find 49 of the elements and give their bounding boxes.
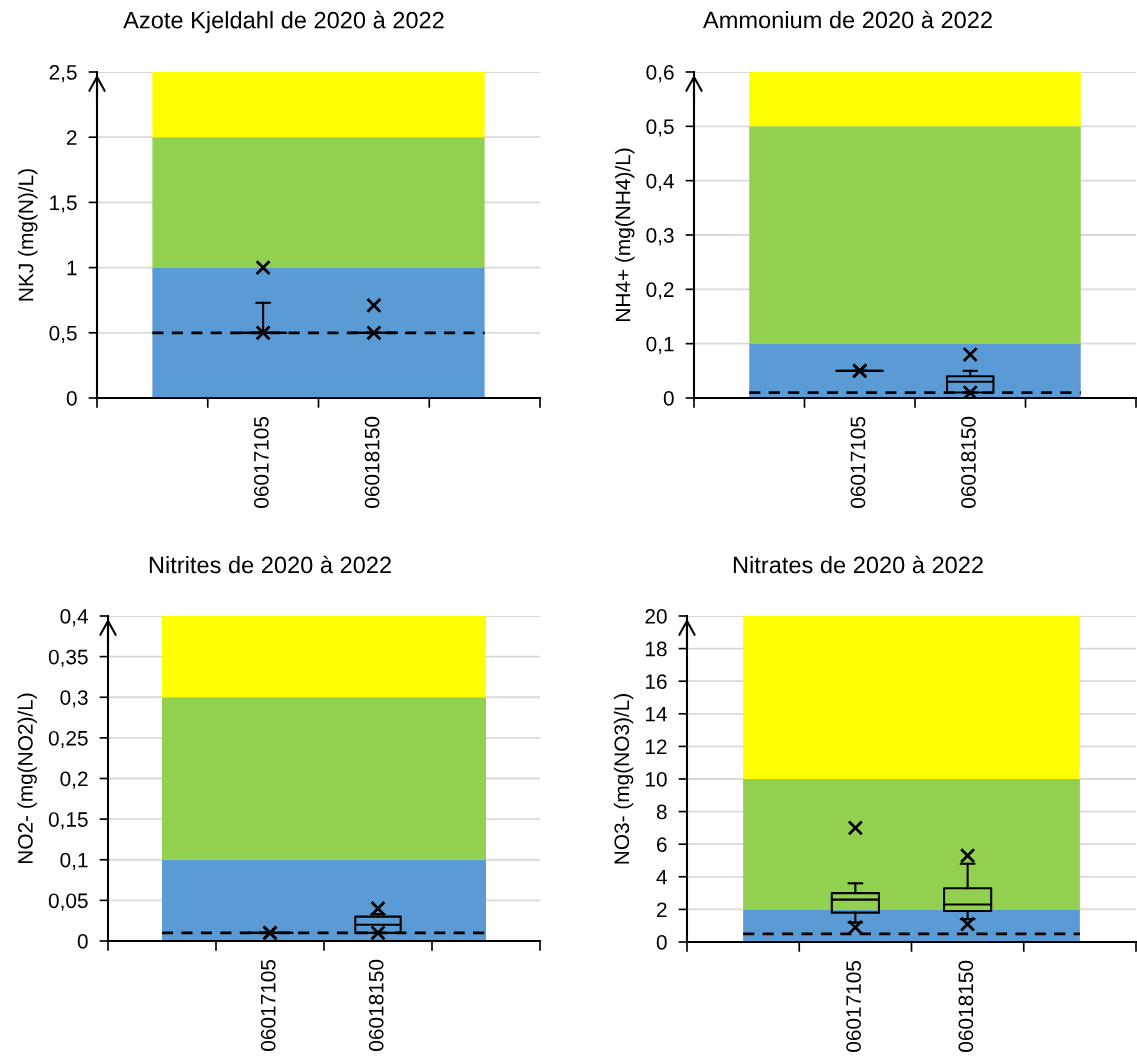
x-tick-label: 06017105 xyxy=(846,960,861,1052)
y-tick-label: 0,6 xyxy=(646,65,674,83)
y-tick-label: 0,4 xyxy=(646,173,674,191)
y-tick-label: 14 xyxy=(645,707,667,722)
chart-title: Nitrates de 2020 à 2022 xyxy=(733,555,983,574)
x-tick-label: 06018150 xyxy=(368,959,384,1051)
y-tick-label: 4 xyxy=(656,870,667,885)
y-axis-title: NO3- (mg(NO3)/L) xyxy=(613,694,634,864)
y-tick-label: 0,25 xyxy=(48,730,88,749)
y-tick-label: 18 xyxy=(645,641,667,657)
x-tick-label: 06017105 xyxy=(850,416,866,508)
y-tick-label: 2,5 xyxy=(49,65,77,83)
x-tick-label: 06017105 xyxy=(253,416,269,508)
y-tick-label: 2 xyxy=(657,902,667,917)
y-tick-label: 0,1 xyxy=(60,852,88,870)
y-tick-label: 0 xyxy=(663,391,674,406)
y-tick-label: 0,2 xyxy=(646,282,674,300)
chart-title: Azote Kjeldahl de 2020 à 2022 xyxy=(123,10,444,34)
y-tick-label: 0,3 xyxy=(646,228,674,246)
y-tick-label: 20 xyxy=(645,609,667,624)
x-tick-label: 06018150 xyxy=(958,960,974,1052)
y-axis-title: NH4+ (mg(NH4)/L) xyxy=(615,148,635,321)
y-tick-label: 0,4 xyxy=(60,609,88,627)
x-tick-label: 06018150 xyxy=(364,416,380,508)
x-tick-label: 06017105 xyxy=(260,959,276,1051)
chart-title: Nitrites de 2020 à 2022 xyxy=(149,555,391,574)
y-tick-label: 2 xyxy=(67,130,77,145)
x-tick-label: 06018150 xyxy=(961,416,976,508)
y-tick-label: 0,15 xyxy=(48,812,88,830)
y-tick-label: 12 xyxy=(645,739,667,754)
y-tick-label: 0,1 xyxy=(646,336,674,354)
y-tick-label: 0 xyxy=(77,934,88,949)
y-tick-label: 0,35 xyxy=(48,649,88,667)
y-tick-label: 0,5 xyxy=(646,119,674,137)
y-tick-label: 0,3 xyxy=(60,690,88,708)
chart-title: Ammonium de 2020 à 2022 xyxy=(703,10,992,29)
y-tick-label: 16 xyxy=(645,674,667,689)
y-tick-label: 1 xyxy=(67,260,77,276)
y-tick-label: 1,5 xyxy=(50,195,77,213)
y-tick-label: 10 xyxy=(645,772,667,787)
y-tick-label: 6 xyxy=(657,837,667,852)
y-tick-label: 0 xyxy=(656,935,667,950)
y-axis-title: NKJ (mg(N)/L) xyxy=(18,169,38,301)
y-tick-label: 8 xyxy=(656,804,667,820)
y-tick-label: 0,05 xyxy=(48,893,88,911)
y-axis-title: NO2- (mg(NO2)/L) xyxy=(17,693,37,864)
y-tick-label: 0,2 xyxy=(60,771,88,789)
y-tick-label: 0 xyxy=(66,391,77,406)
y-tick-label: 0,5 xyxy=(49,325,77,344)
